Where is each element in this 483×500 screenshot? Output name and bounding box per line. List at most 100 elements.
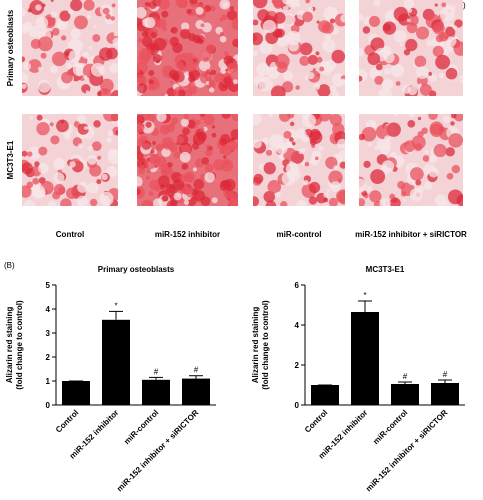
stain: [150, 32, 157, 39]
stain: [161, 147, 171, 158]
stain: [389, 193, 396, 200]
stain: [302, 11, 313, 23]
stain: [390, 64, 405, 78]
panel-label: (B): [4, 261, 15, 270]
stain: [232, 38, 238, 48]
stain: [328, 197, 339, 206]
x-tick-label: Control: [54, 408, 80, 434]
stain: [192, 34, 202, 44]
stain: [219, 31, 224, 36]
stain: [200, 23, 205, 28]
stain: [74, 15, 88, 30]
stain: [70, 0, 83, 12]
stain: [139, 164, 146, 171]
stain: [53, 172, 65, 184]
stain: [203, 114, 215, 126]
stain: [295, 85, 300, 90]
stain: [434, 194, 447, 206]
stain: [299, 55, 310, 66]
stain: [428, 73, 438, 82]
stain: [144, 17, 156, 29]
stain: [231, 199, 238, 206]
stain: [137, 66, 141, 74]
stain: [205, 44, 216, 54]
stain: [103, 114, 118, 122]
stain: [187, 120, 196, 129]
stain: [265, 200, 277, 206]
stain: [253, 0, 268, 9]
stain: [68, 8, 74, 15]
stain: [383, 52, 395, 64]
stain: [453, 41, 463, 56]
stain: [434, 3, 438, 7]
stain: [429, 121, 444, 136]
stain: [89, 164, 102, 177]
stain: [102, 88, 109, 95]
stain: [450, 121, 455, 126]
stain: [173, 192, 182, 201]
stain: [109, 63, 118, 74]
stain: [460, 79, 463, 84]
stain: [336, 138, 345, 149]
stain: [315, 51, 320, 56]
stain: [432, 45, 444, 57]
stain: [289, 121, 295, 127]
stain: [419, 83, 432, 96]
stain: [205, 69, 210, 74]
stain: [47, 200, 57, 206]
stain: [454, 19, 463, 28]
stain: [184, 199, 190, 205]
stain: [199, 173, 206, 180]
stain: [433, 143, 447, 158]
stain: [409, 187, 423, 202]
stain: [170, 122, 176, 127]
stain: [51, 27, 60, 36]
stain: [274, 53, 290, 69]
stain: [52, 157, 66, 171]
stain: [222, 2, 229, 8]
y-tick-label: 5: [46, 281, 51, 290]
stain: [384, 135, 391, 142]
stain: [77, 114, 87, 124]
stain: [375, 63, 383, 71]
stain: [337, 150, 345, 163]
stain: [88, 46, 93, 50]
stain: [77, 123, 89, 135]
stain: [227, 62, 238, 74]
stain: [326, 188, 331, 192]
stain: [438, 31, 449, 42]
stain: [50, 65, 59, 74]
stain: [403, 0, 415, 9]
stain: [329, 181, 341, 193]
stain: [384, 68, 391, 75]
stain: [87, 145, 94, 152]
micrograph: [22, 0, 118, 96]
x-tick-label: Control: [303, 408, 329, 434]
stain: [68, 50, 81, 63]
stain: [324, 60, 336, 72]
stain: [258, 163, 265, 170]
stain: [181, 22, 190, 31]
stain: [199, 72, 212, 84]
stain: [32, 177, 40, 185]
stain: [332, 90, 340, 96]
stain: [22, 83, 27, 90]
stain: [424, 149, 429, 154]
stain: [183, 171, 196, 183]
stain: [97, 155, 102, 160]
stain: [86, 125, 92, 131]
stain: [381, 78, 394, 91]
stain: [180, 28, 191, 39]
stain: [272, 28, 283, 38]
stain: [51, 51, 67, 67]
stain: [411, 135, 426, 150]
stain: [322, 38, 336, 53]
stain: [253, 19, 259, 26]
stain: [331, 49, 345, 64]
stain: [164, 93, 169, 96]
stain: [154, 185, 161, 192]
stain: [27, 8, 32, 13]
stain: [253, 139, 262, 149]
stain: [304, 161, 310, 167]
stain: [379, 198, 391, 206]
